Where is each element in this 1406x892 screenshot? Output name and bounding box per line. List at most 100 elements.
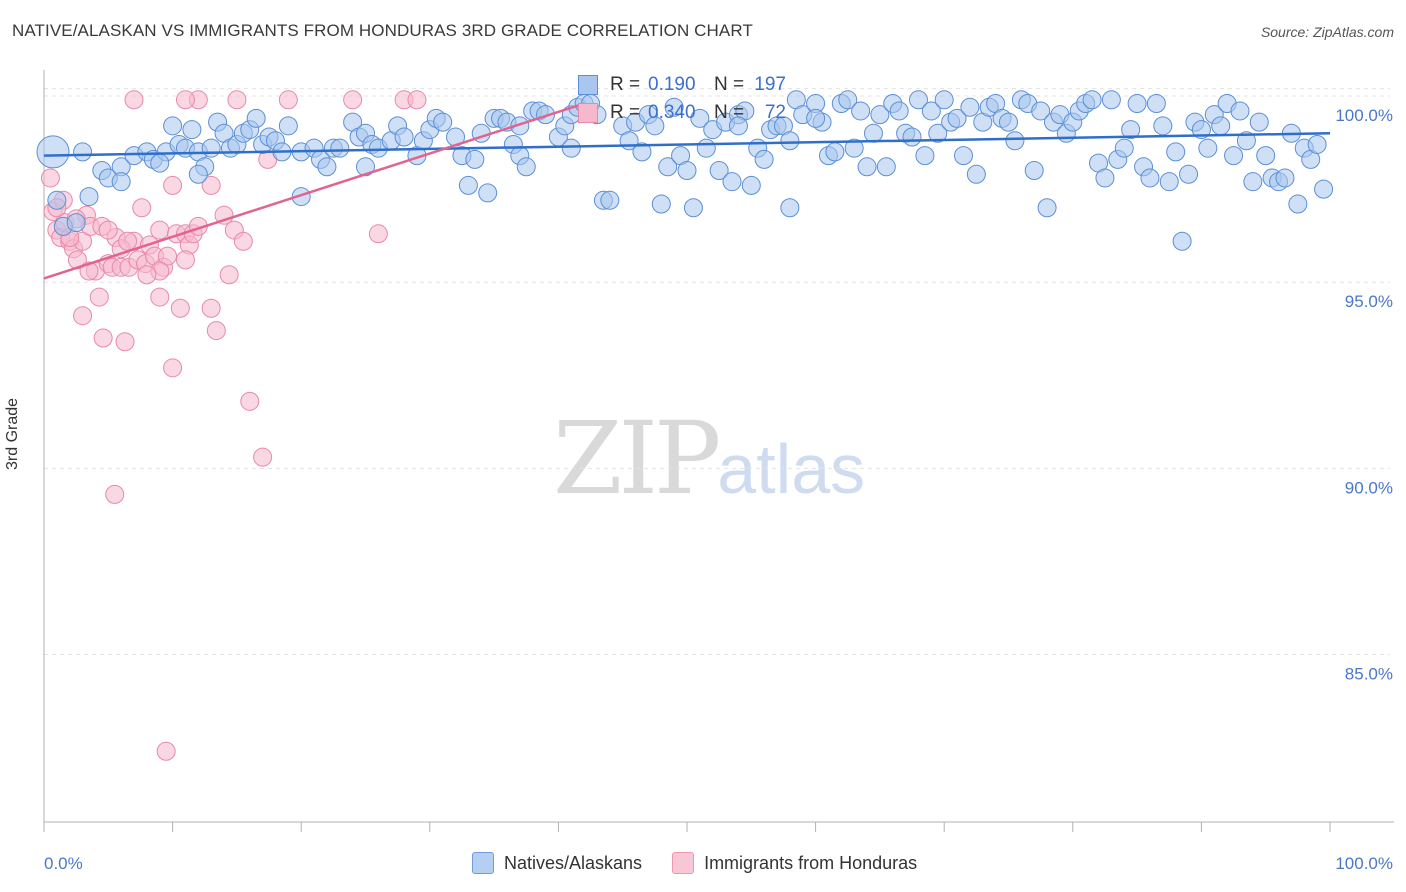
data-point-honduras	[368, 224, 388, 244]
data-point-natives	[66, 213, 86, 233]
data-point-natives	[1224, 146, 1244, 166]
watermark: ZIPatlas	[553, 400, 865, 517]
axes	[43, 70, 1394, 832]
legend-swatch-pink	[578, 103, 598, 123]
data-point-natives	[728, 116, 748, 136]
n-label: N =	[714, 74, 745, 95]
data-point-natives	[1005, 131, 1025, 151]
y-tick-label: 95.0%	[1345, 292, 1393, 311]
data-point-natives	[465, 149, 485, 169]
data-point-natives	[1288, 194, 1308, 214]
data-point-natives	[999, 112, 1018, 132]
y-tick-label: 85.0%	[1345, 664, 1393, 683]
data-point-natives	[741, 175, 761, 195]
data-point-natives	[356, 157, 375, 177]
n-label: N =	[714, 102, 745, 123]
data-point-natives	[1314, 179, 1334, 199]
data-point-honduras	[170, 298, 190, 318]
data-point-natives	[150, 153, 170, 173]
data-point-natives	[677, 161, 697, 181]
data-point-honduras	[175, 90, 195, 110]
data-point-natives	[825, 142, 845, 162]
data-point-natives	[1121, 120, 1141, 140]
data-point-natives	[1275, 168, 1295, 188]
y-axis-label: 3rd Grade	[4, 397, 21, 470]
data-point-natives	[722, 172, 742, 192]
data-point-natives	[1082, 90, 1102, 110]
legend-item-natives[interactable]: Natives/Alaskans	[472, 852, 642, 874]
data-point-natives	[838, 90, 858, 110]
data-point-honduras	[163, 175, 183, 195]
data-point-honduras	[89, 287, 109, 307]
trend-line-honduras	[43, 102, 585, 280]
y-tick-label: 100.0%	[1335, 106, 1393, 125]
legend-item-honduras[interactable]: Immigrants from Honduras	[672, 852, 917, 874]
data-point-natives	[561, 138, 581, 158]
data-point-natives	[651, 194, 671, 214]
data-point-honduras	[157, 246, 177, 266]
data-point-natives	[960, 97, 980, 117]
x-tick-label: 0.0%	[44, 854, 83, 873]
data-point-natives	[330, 138, 350, 158]
data-point-natives	[1101, 90, 1121, 110]
data-point-natives	[73, 142, 93, 162]
data-point-honduras	[40, 168, 60, 188]
r-value: 0.190	[648, 74, 696, 95]
legend-label: Natives/Alaskans	[504, 852, 643, 873]
r-label: R =	[610, 74, 641, 95]
grid	[44, 88, 1390, 655]
data-point-honduras	[219, 265, 239, 285]
data-point-natives	[902, 127, 922, 147]
data-point-natives	[966, 164, 986, 184]
data-point-natives	[683, 198, 703, 218]
data-point-natives	[1211, 116, 1231, 136]
data-point-honduras	[124, 90, 144, 110]
data-point-honduras	[105, 484, 125, 504]
data-point-honduras	[175, 250, 195, 270]
data-point-natives	[1146, 94, 1166, 114]
data-point-natives	[1159, 172, 1179, 192]
n-value: 72	[764, 102, 786, 123]
data-point-honduras	[98, 220, 118, 240]
watermark-atlas: atlas	[717, 430, 866, 508]
data-point-natives	[915, 146, 935, 166]
data-point-natives	[1172, 231, 1192, 251]
x-tick-label: 100.0%	[1335, 854, 1393, 873]
data-point-natives	[1179, 164, 1199, 184]
data-point-natives	[1243, 172, 1263, 192]
data-point-honduras	[206, 321, 226, 341]
legend-swatch-blue	[472, 852, 494, 874]
r-value: 0.340	[648, 102, 696, 123]
data-point-honduras	[233, 231, 253, 251]
data-point-natives	[1095, 168, 1115, 188]
data-point-natives	[806, 108, 826, 128]
data-point-natives	[111, 172, 131, 192]
data-point-natives	[201, 138, 221, 158]
data-point-honduras	[240, 391, 260, 411]
series-immigrants-from-honduras	[40, 90, 427, 761]
data-point-natives	[163, 116, 183, 136]
y-tick-label: 90.0%	[1345, 478, 1393, 497]
stats-legend: R = 0.190 N = 197 R = 0.340 N = 72	[578, 71, 786, 127]
data-point-natives	[317, 157, 337, 177]
data-point-honduras	[115, 332, 135, 352]
data-point-honduras	[156, 741, 176, 761]
data-point-natives	[928, 123, 948, 143]
data-point-natives	[1236, 131, 1256, 151]
data-point-honduras	[93, 328, 113, 348]
data-point-honduras	[201, 175, 221, 195]
data-point-natives	[947, 108, 967, 128]
tick-labels: 100.0% 95.0% 90.0% 85.0% 0.0% 100.0%	[44, 106, 1393, 873]
data-point-honduras	[163, 358, 183, 378]
data-point-natives	[953, 146, 973, 166]
data-point-natives	[658, 157, 678, 177]
data-point-natives	[1153, 116, 1173, 136]
data-point-honduras	[137, 265, 157, 285]
data-point-natives	[79, 187, 99, 207]
legend-swatch-blue	[578, 75, 598, 95]
data-point-natives	[36, 135, 70, 169]
data-point-honduras	[150, 220, 170, 240]
data-point-honduras	[118, 231, 138, 251]
data-point-natives	[516, 157, 536, 177]
